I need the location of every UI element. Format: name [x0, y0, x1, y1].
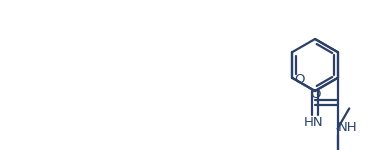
Text: O: O: [294, 72, 305, 86]
Text: HN: HN: [304, 116, 324, 129]
Text: O: O: [310, 88, 321, 101]
Text: NH: NH: [337, 121, 357, 134]
